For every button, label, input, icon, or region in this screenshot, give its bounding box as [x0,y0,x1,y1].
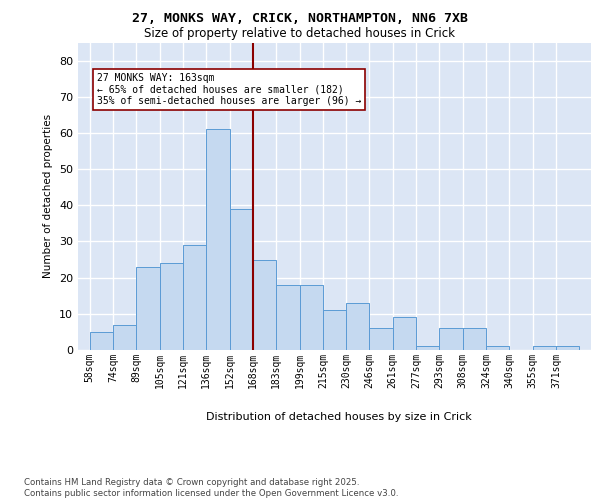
Bar [160,263,183,350]
Text: 27 MONKS WAY: 163sqm
← 65% of detached houses are smaller (182)
35% of semi-deta: 27 MONKS WAY: 163sqm ← 65% of detached h… [97,73,361,106]
Bar [556,346,580,350]
Bar [393,318,416,350]
Bar [346,303,370,350]
Bar [253,260,276,350]
Bar [89,332,113,350]
Bar [416,346,439,350]
Bar [136,267,160,350]
Bar [299,285,323,350]
Bar [323,310,346,350]
Bar [439,328,463,350]
Bar [113,324,136,350]
Bar [206,130,230,350]
Bar [463,328,486,350]
Bar [276,285,299,350]
Text: Size of property relative to detached houses in Crick: Size of property relative to detached ho… [145,28,455,40]
Text: 27, MONKS WAY, CRICK, NORTHAMPTON, NN6 7XB: 27, MONKS WAY, CRICK, NORTHAMPTON, NN6 7… [132,12,468,26]
Y-axis label: Number of detached properties: Number of detached properties [43,114,53,278]
Bar [230,209,253,350]
Bar [533,346,556,350]
Bar [486,346,509,350]
Text: Contains HM Land Registry data © Crown copyright and database right 2025.
Contai: Contains HM Land Registry data © Crown c… [24,478,398,498]
Text: Distribution of detached houses by size in Crick: Distribution of detached houses by size … [206,412,472,422]
Bar [183,245,206,350]
Bar [370,328,393,350]
